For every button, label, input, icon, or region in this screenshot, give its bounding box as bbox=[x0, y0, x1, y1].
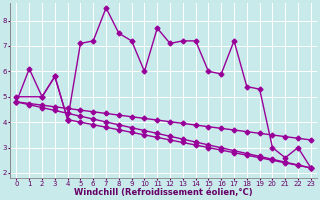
X-axis label: Windchill (Refroidissement éolien,°C): Windchill (Refroidissement éolien,°C) bbox=[74, 188, 253, 197]
